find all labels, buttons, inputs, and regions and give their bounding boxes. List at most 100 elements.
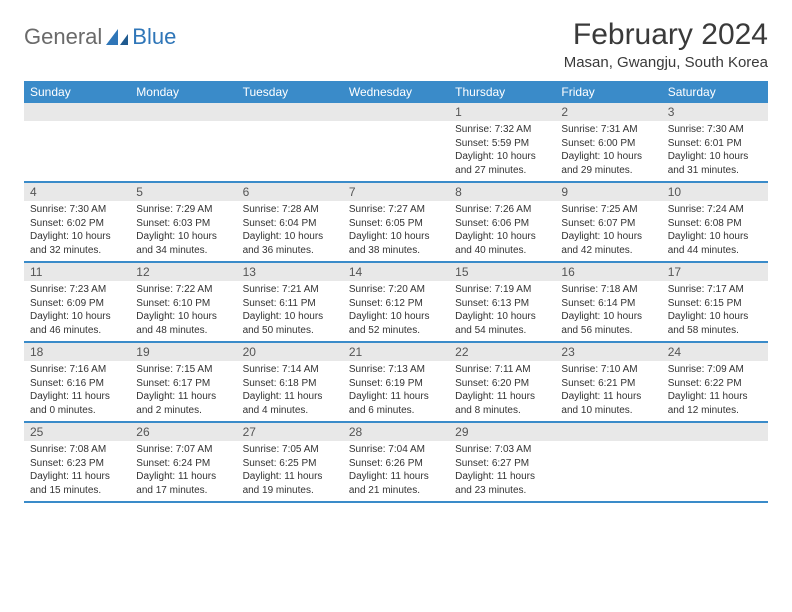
day-cell: 11Sunrise: 7:23 AMSunset: 6:09 PMDayligh… <box>24 263 130 341</box>
day-ss: Sunset: 6:02 PM <box>30 217 124 231</box>
day-sr: Sunrise: 7:27 AM <box>349 203 443 217</box>
day-d2: and 34 minutes. <box>136 244 230 258</box>
day-sr: Sunrise: 7:11 AM <box>455 363 549 377</box>
calendar-grid: Sunday Monday Tuesday Wednesday Thursday… <box>24 81 768 503</box>
logo: General Blue <box>24 18 176 50</box>
day-ss: Sunset: 6:07 PM <box>561 217 655 231</box>
day-ss: Sunset: 6:26 PM <box>349 457 443 471</box>
day-d1: Daylight: 10 hours <box>349 230 443 244</box>
day-ss: Sunset: 6:17 PM <box>136 377 230 391</box>
day-number: 18 <box>24 343 130 361</box>
day-d1: Daylight: 11 hours <box>30 470 124 484</box>
day-d2: and 21 minutes. <box>349 484 443 498</box>
day-d2: and 40 minutes. <box>455 244 549 258</box>
day-details: Sunrise: 7:08 AMSunset: 6:23 PMDaylight:… <box>24 441 130 501</box>
weekday-tuesday: Tuesday <box>237 81 343 103</box>
day-d1: Daylight: 11 hours <box>668 390 762 404</box>
week-row: 4Sunrise: 7:30 AMSunset: 6:02 PMDaylight… <box>24 183 768 263</box>
day-sr: Sunrise: 7:24 AM <box>668 203 762 217</box>
day-number: 2 <box>555 103 661 121</box>
day-number-empty <box>343 103 449 121</box>
day-cell: 18Sunrise: 7:16 AMSunset: 6:16 PMDayligh… <box>24 343 130 421</box>
day-number: 10 <box>662 183 768 201</box>
day-cell <box>662 423 768 501</box>
logo-text-general: General <box>24 24 102 50</box>
day-number: 3 <box>662 103 768 121</box>
day-number: 11 <box>24 263 130 281</box>
day-ss: Sunset: 6:23 PM <box>30 457 124 471</box>
day-d2: and 27 minutes. <box>455 164 549 178</box>
day-details: Sunrise: 7:31 AMSunset: 6:00 PMDaylight:… <box>555 121 661 181</box>
day-d2: and 12 minutes. <box>668 404 762 418</box>
day-ss: Sunset: 6:06 PM <box>455 217 549 231</box>
day-number-empty <box>555 423 661 441</box>
day-sr: Sunrise: 7:30 AM <box>30 203 124 217</box>
weekday-thursday: Thursday <box>449 81 555 103</box>
day-number-empty <box>237 103 343 121</box>
day-sr: Sunrise: 7:13 AM <box>349 363 443 377</box>
day-cell: 20Sunrise: 7:14 AMSunset: 6:18 PMDayligh… <box>237 343 343 421</box>
day-ss: Sunset: 6:21 PM <box>561 377 655 391</box>
day-sr: Sunrise: 7:14 AM <box>243 363 337 377</box>
day-details: Sunrise: 7:27 AMSunset: 6:05 PMDaylight:… <box>343 201 449 261</box>
day-number-empty <box>24 103 130 121</box>
day-number: 15 <box>449 263 555 281</box>
day-d1: Daylight: 10 hours <box>30 310 124 324</box>
day-ss: Sunset: 6:24 PM <box>136 457 230 471</box>
day-d1: Daylight: 11 hours <box>243 470 337 484</box>
day-details: Sunrise: 7:15 AMSunset: 6:17 PMDaylight:… <box>130 361 236 421</box>
day-d2: and 8 minutes. <box>455 404 549 418</box>
day-number: 26 <box>130 423 236 441</box>
day-d2: and 58 minutes. <box>668 324 762 338</box>
day-sr: Sunrise: 7:19 AM <box>455 283 549 297</box>
day-ss: Sunset: 6:16 PM <box>30 377 124 391</box>
day-details: Sunrise: 7:18 AMSunset: 6:14 PMDaylight:… <box>555 281 661 341</box>
day-cell: 3Sunrise: 7:30 AMSunset: 6:01 PMDaylight… <box>662 103 768 181</box>
day-sr: Sunrise: 7:08 AM <box>30 443 124 457</box>
day-number: 12 <box>130 263 236 281</box>
day-d2: and 52 minutes. <box>349 324 443 338</box>
day-ss: Sunset: 6:22 PM <box>668 377 762 391</box>
month-title: February 2024 <box>564 18 768 52</box>
day-d1: Daylight: 10 hours <box>136 310 230 324</box>
day-number: 17 <box>662 263 768 281</box>
day-d1: Daylight: 10 hours <box>561 150 655 164</box>
day-d2: and 0 minutes. <box>30 404 124 418</box>
day-details: Sunrise: 7:26 AMSunset: 6:06 PMDaylight:… <box>449 201 555 261</box>
day-cell: 6Sunrise: 7:28 AMSunset: 6:04 PMDaylight… <box>237 183 343 261</box>
day-number: 25 <box>24 423 130 441</box>
day-number-empty <box>662 423 768 441</box>
day-details: Sunrise: 7:30 AMSunset: 6:02 PMDaylight:… <box>24 201 130 261</box>
day-sr: Sunrise: 7:09 AM <box>668 363 762 377</box>
weekday-wednesday: Wednesday <box>343 81 449 103</box>
day-cell: 10Sunrise: 7:24 AMSunset: 6:08 PMDayligh… <box>662 183 768 261</box>
day-d1: Daylight: 10 hours <box>243 230 337 244</box>
day-details: Sunrise: 7:29 AMSunset: 6:03 PMDaylight:… <box>130 201 236 261</box>
day-sr: Sunrise: 7:17 AM <box>668 283 762 297</box>
day-cell: 8Sunrise: 7:26 AMSunset: 6:06 PMDaylight… <box>449 183 555 261</box>
day-ss: Sunset: 6:08 PM <box>668 217 762 231</box>
day-number: 20 <box>237 343 343 361</box>
day-details: Sunrise: 7:32 AMSunset: 5:59 PMDaylight:… <box>449 121 555 181</box>
day-number: 6 <box>237 183 343 201</box>
day-sr: Sunrise: 7:20 AM <box>349 283 443 297</box>
day-details: Sunrise: 7:03 AMSunset: 6:27 PMDaylight:… <box>449 441 555 501</box>
day-d2: and 6 minutes. <box>349 404 443 418</box>
day-details: Sunrise: 7:25 AMSunset: 6:07 PMDaylight:… <box>555 201 661 261</box>
day-number: 22 <box>449 343 555 361</box>
day-ss: Sunset: 6:18 PM <box>243 377 337 391</box>
day-d1: Daylight: 11 hours <box>136 470 230 484</box>
day-number: 9 <box>555 183 661 201</box>
day-details: Sunrise: 7:11 AMSunset: 6:20 PMDaylight:… <box>449 361 555 421</box>
day-ss: Sunset: 6:19 PM <box>349 377 443 391</box>
day-cell: 2Sunrise: 7:31 AMSunset: 6:00 PMDaylight… <box>555 103 661 181</box>
day-d2: and 17 minutes. <box>136 484 230 498</box>
day-d2: and 46 minutes. <box>30 324 124 338</box>
day-d2: and 32 minutes. <box>30 244 124 258</box>
day-cell <box>24 103 130 181</box>
day-d1: Daylight: 10 hours <box>668 150 762 164</box>
day-number: 19 <box>130 343 236 361</box>
day-d1: Daylight: 10 hours <box>668 310 762 324</box>
day-sr: Sunrise: 7:29 AM <box>136 203 230 217</box>
day-number-empty <box>130 103 236 121</box>
